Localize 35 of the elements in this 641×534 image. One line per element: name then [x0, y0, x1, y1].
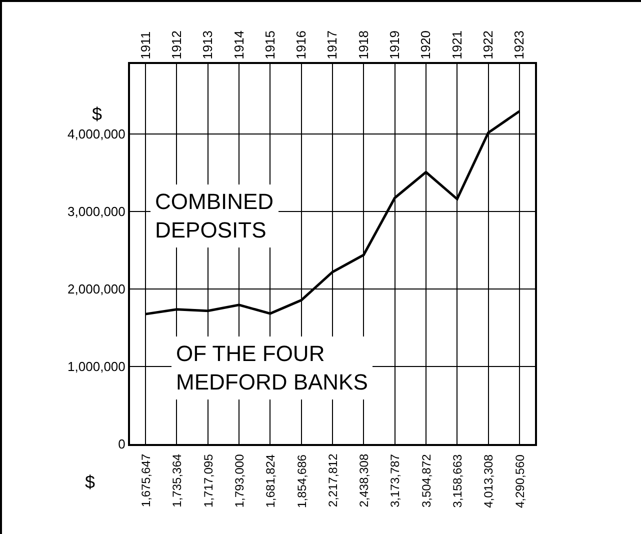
data-label: 2,217,812 [326, 453, 340, 508]
x-tick-label: 1916 [294, 30, 309, 60]
data-label: 1,735,364 [170, 454, 184, 508]
y-tick-label: 1,000,000 [68, 359, 126, 374]
x-tick-label: 1920 [418, 30, 434, 60]
data-label: 2,438,308 [357, 454, 372, 508]
x-tick-label: 1919 [387, 30, 402, 60]
annotation: COMBINED DEPOSITS [155, 189, 274, 243]
x-tick-label: 1913 [200, 30, 216, 60]
y-tick-label: 3,000,000 [68, 204, 126, 219]
x-tick-label: 1923 [512, 30, 527, 60]
data-label: 1,681,824 [264, 454, 278, 508]
data-label: 3,504,872 [419, 454, 434, 508]
data-label: 1,793,000 [232, 454, 246, 508]
x-tick-label: 1911 [138, 31, 153, 60]
data-label: 3,173,787 [388, 454, 402, 508]
data-label: 4,013,308 [482, 454, 496, 508]
x-tick-label: 1914 [231, 30, 246, 60]
x-tick-label: 1922 [480, 30, 496, 60]
data-label: 1,717,095 [201, 454, 216, 508]
y-tick-label: 2,000,000 [68, 281, 126, 296]
x-tick-label: 1917 [324, 30, 340, 60]
x-tick-label: 1915 [262, 30, 278, 60]
x-tick-label: 1921 [449, 30, 464, 60]
annotation: OF THE FOUR MEDFORD BANKS [176, 341, 368, 395]
data-label: 3,158,663 [450, 454, 465, 508]
x-tick-label: 1918 [356, 30, 371, 60]
y-tick-label: 4,000,000 [68, 126, 126, 142]
data-label: 1,854,686 [294, 454, 309, 508]
data-label: 4,290,560 [512, 454, 527, 508]
data-label: 1,675,647 [138, 453, 153, 508]
y-axis-title: $ [92, 104, 102, 124]
y-tick-label: 0 [118, 436, 126, 452]
text: $ [85, 472, 96, 492]
x-tick-label: 1912 [168, 30, 184, 60]
